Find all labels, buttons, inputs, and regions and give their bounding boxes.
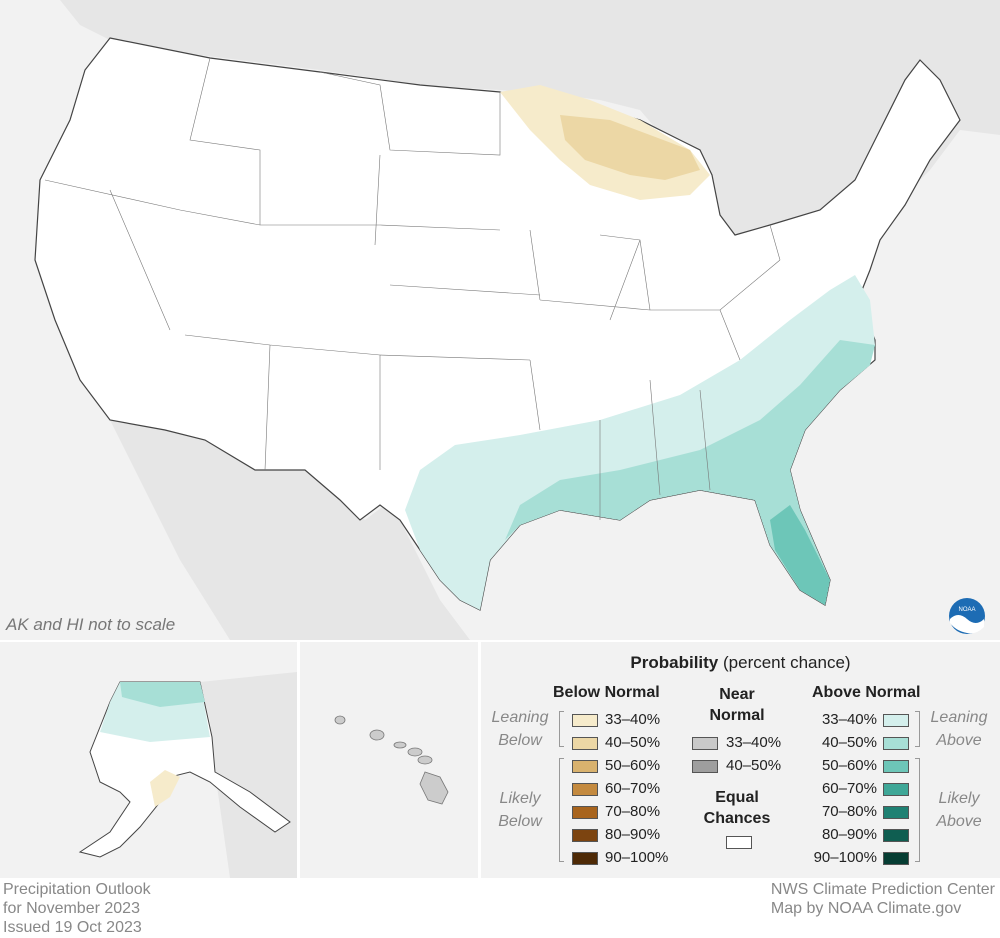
leaning-above-label: Leaning Above (923, 706, 995, 752)
likely-below-line1: Likely (499, 790, 541, 807)
likely-above-line1: Likely (938, 790, 980, 807)
conus-map: AK and HI not to scale NOAA (0, 0, 1000, 640)
above-swatch-0 (883, 714, 909, 727)
near-label-1: 40–50% (726, 757, 782, 774)
near-swatch-0 (692, 737, 718, 750)
above-swatch-4 (883, 806, 909, 819)
equal-line2: Chances (703, 810, 771, 827)
legend-title-bold: Probability (630, 653, 719, 672)
above-label-0: 33–40% (821, 711, 877, 728)
near-swatch-1 (692, 760, 718, 773)
credit-line2: Map by NOAA Climate.gov (770, 900, 962, 917)
above-normal-leaning-southeast (405, 275, 875, 610)
above-label-2: 50–60% (821, 757, 877, 774)
alaska-above-40-50 (120, 682, 205, 707)
above-label-3: 60–70% (821, 780, 877, 797)
below-label-6: 90–100% (605, 849, 669, 866)
above-label-5: 80–90% (821, 826, 877, 843)
above-label-4: 70–80% (821, 803, 877, 820)
hawaii-islands (334, 715, 449, 805)
below-swatch-0 (572, 714, 598, 727)
alaska-below-leaning (150, 770, 180, 807)
leaning-below-line1: Leaning (491, 709, 549, 726)
below-swatch-2 (572, 760, 598, 773)
above-label-6: 90–100% (813, 849, 877, 866)
mexico-land (110, 420, 470, 640)
below-label-4: 70–80% (605, 803, 661, 820)
credits: NWS Climate Prediction Center Map by NOA… (771, 880, 995, 918)
leaning-below-line2: Below (498, 732, 542, 749)
near-label-0: 33–40% (726, 734, 782, 751)
near-normal-header: Near Normal (699, 684, 775, 726)
above-label-1: 40–50% (821, 734, 877, 751)
near-header-line1: Near (719, 686, 755, 703)
below-label-5: 80–90% (605, 826, 661, 843)
noaa-logo-icon: NOAA (949, 598, 985, 634)
likely-below-label: Likely Below (487, 787, 553, 833)
legend-title-rest: (percent chance) (723, 653, 851, 672)
leaning-above-line1: Leaning (930, 709, 988, 726)
above-swatch-1 (883, 737, 909, 750)
leaning-above-bracket (915, 711, 920, 747)
alaska-inset (0, 642, 297, 878)
below-swatch-4 (572, 806, 598, 819)
hawaii-inset (300, 642, 478, 878)
likely-above-label: Likely Above (923, 787, 995, 833)
legend: Probability (percent chance) Below Norma… (481, 642, 1000, 878)
below-swatch-1 (572, 737, 598, 750)
above-normal-50-60-florida (770, 505, 830, 605)
above-swatch-3 (883, 783, 909, 796)
near-header-line2: Normal (709, 707, 765, 724)
likely-below-bracket (559, 758, 564, 862)
canada-land (0, 0, 1000, 250)
state-lines (44, 57, 781, 520)
svg-text:NOAA: NOAA (958, 607, 975, 613)
above-swatch-6 (883, 852, 909, 865)
below-swatch-6 (572, 852, 598, 865)
likely-above-line2: Above (936, 813, 982, 830)
below-swatch-3 (572, 783, 598, 796)
below-label-0: 33–40% (605, 711, 661, 728)
below-label-3: 60–70% (605, 780, 661, 797)
above-swatch-2 (883, 760, 909, 773)
equal-chances-label: Equal Chances (699, 787, 775, 829)
below-label-1: 40–50% (605, 734, 661, 751)
scale-note: AK and HI not to scale (6, 615, 176, 634)
equal-chances-swatch (726, 836, 752, 849)
credit-line1: NWS Climate Prediction Center (770, 881, 995, 898)
below-label-2: 50–60% (605, 757, 661, 774)
likely-above-bracket (915, 758, 920, 862)
caption-line3: Issued 19 Oct 2023 (3, 919, 142, 936)
caption-line2: for November 2023 (3, 900, 140, 917)
likely-below-line2: Below (498, 813, 542, 830)
outlook-caption: Precipitation Outlook for November 2023 … (3, 880, 151, 937)
below-normal-header: Below Normal (553, 684, 660, 701)
caption-line1: Precipitation Outlook (3, 881, 151, 898)
above-swatch-5 (883, 829, 909, 842)
legend-title: Probability (percent chance) (481, 653, 1000, 673)
leaning-below-label: Leaning Below (487, 706, 553, 752)
equal-line1: Equal (715, 789, 759, 806)
leaning-below-bracket (559, 711, 564, 747)
above-normal-header: Above Normal (812, 684, 921, 701)
leaning-above-line2: Above (936, 732, 982, 749)
below-swatch-5 (572, 829, 598, 842)
below-normal-40-50-upper-midwest (560, 115, 700, 180)
